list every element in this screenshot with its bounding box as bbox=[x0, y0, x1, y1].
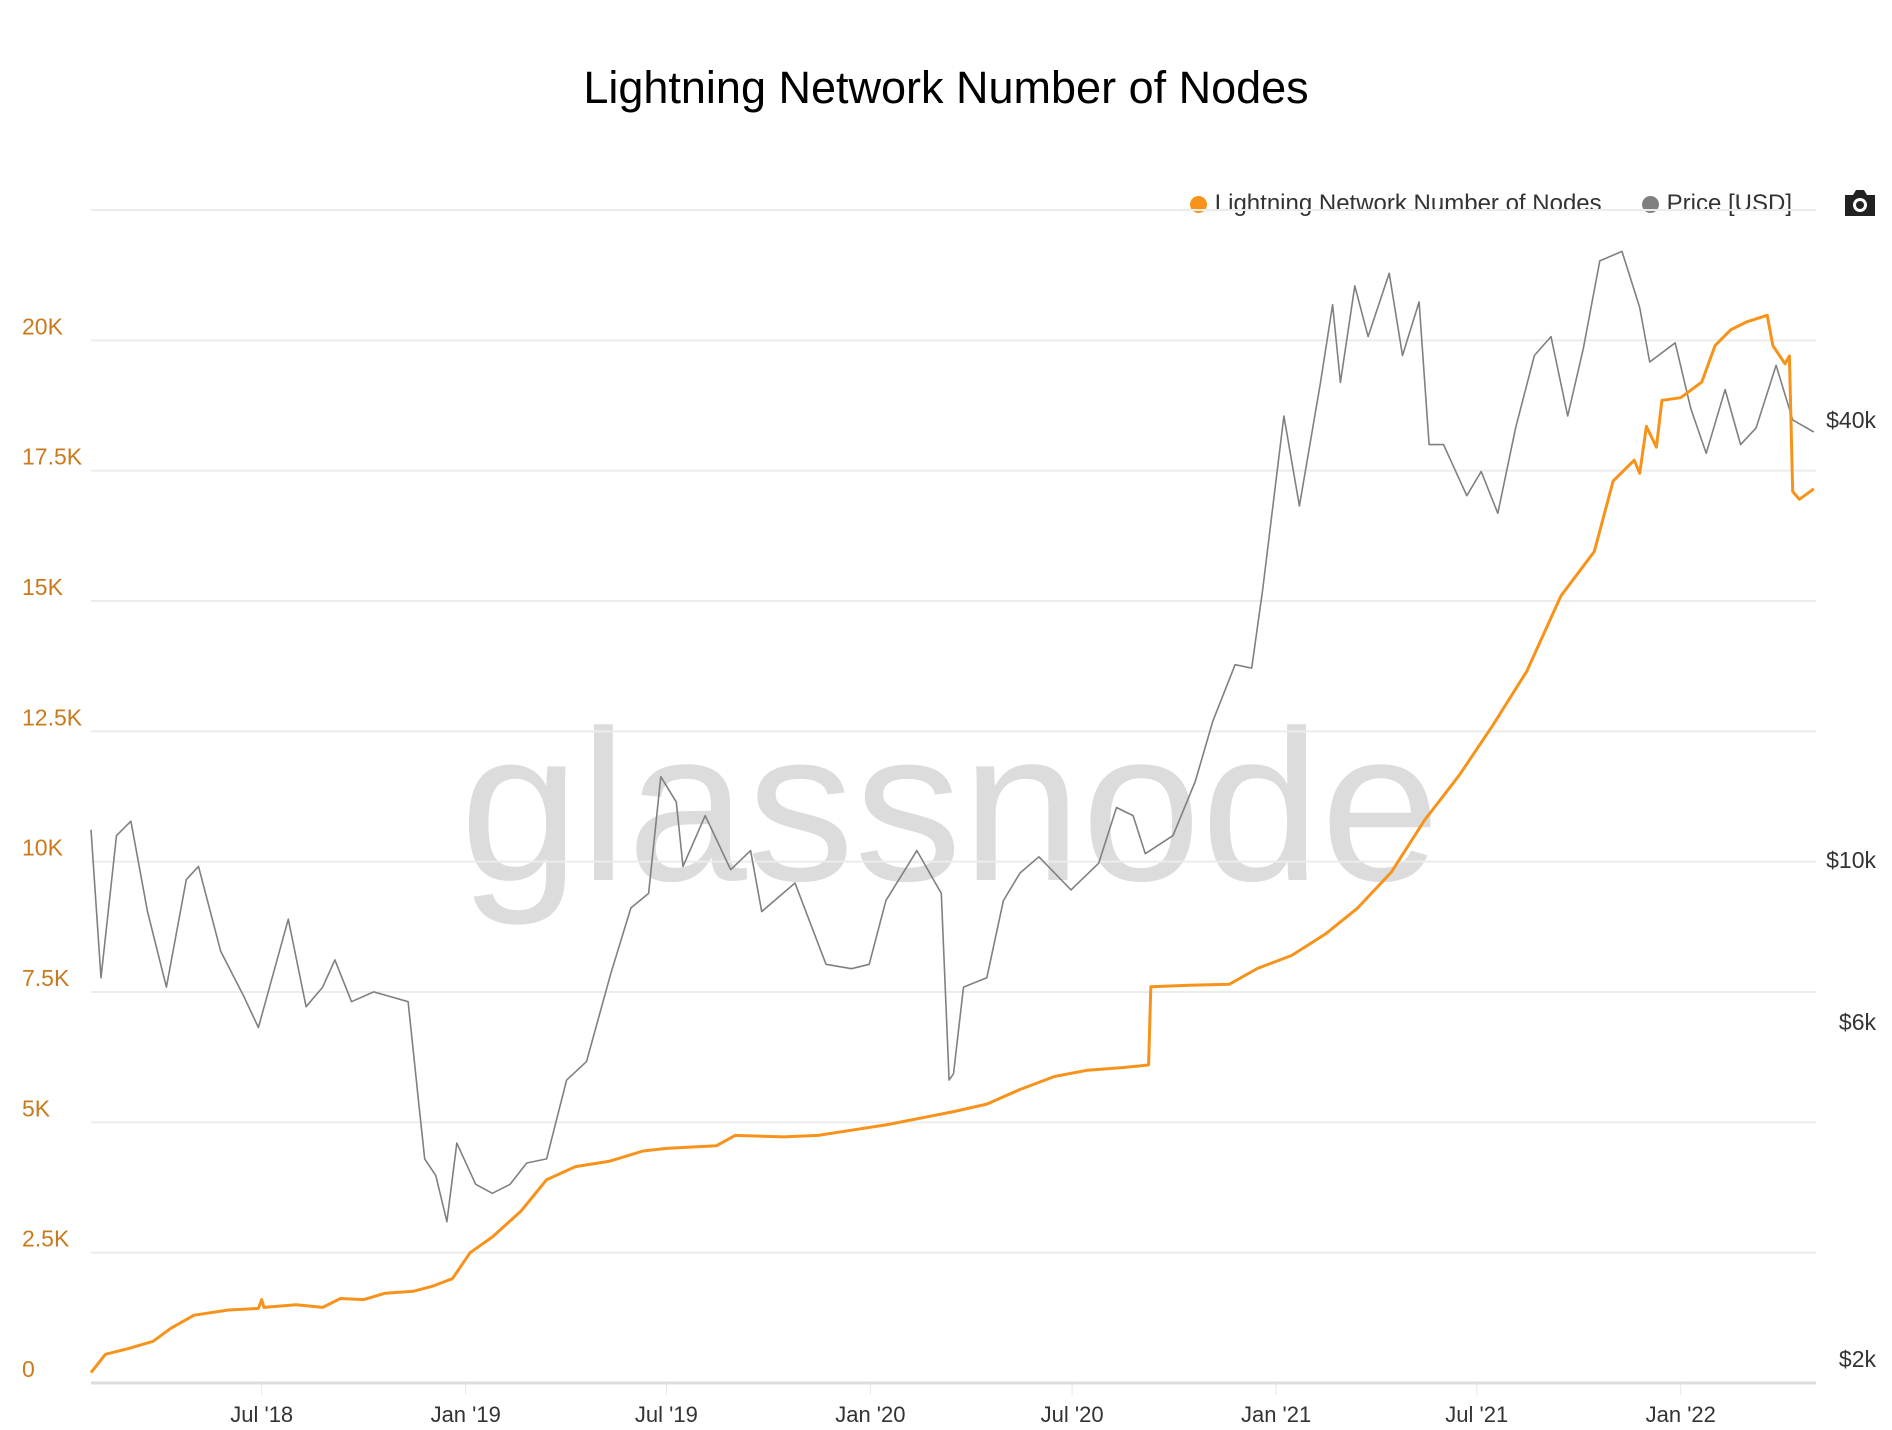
legend-marker-nodes bbox=[1189, 195, 1207, 213]
x-tick-label: Jan '20 bbox=[835, 1402, 905, 1427]
x-tick-label: Jul '19 bbox=[635, 1402, 698, 1427]
y-left-tick-label: 20K bbox=[22, 313, 64, 339]
y-left-tick-label: 15K bbox=[22, 574, 64, 600]
y-left-tick-label: 2.5K bbox=[22, 1226, 70, 1252]
x-tick-label: Jan '21 bbox=[1241, 1402, 1311, 1427]
y-left-tick-label: 17.5K bbox=[22, 444, 83, 470]
x-tick-label: Jul '21 bbox=[1445, 1402, 1508, 1427]
legend-label-nodes: Lightning Network Number of Nodes bbox=[1214, 190, 1602, 217]
y-right-tick-label: $2k bbox=[1839, 1346, 1877, 1372]
y-right-tick-label: $10k bbox=[1826, 847, 1876, 873]
series-line-price bbox=[90, 250, 1815, 1223]
legend-item-price[interactable]: Price [USD] bbox=[1641, 190, 1792, 218]
x-tick-label: Jan '22 bbox=[1646, 1402, 1716, 1427]
y-left-tick-label: 7.5K bbox=[22, 965, 70, 991]
legend: Lightning Network Number of Nodes Price … bbox=[1189, 190, 1792, 218]
x-tick-label: Jul '18 bbox=[230, 1402, 293, 1427]
x-tick-label: Jan '19 bbox=[431, 1402, 501, 1427]
y-right-tick-label: $40k bbox=[1826, 407, 1876, 433]
y-right-tick-label: $6k bbox=[1839, 1009, 1877, 1035]
y-left-tick-label: 5K bbox=[22, 1095, 51, 1121]
y-left-tick-label: 12.5K bbox=[22, 704, 83, 730]
y-left-tick-label: 10K bbox=[22, 835, 64, 861]
watermark: glassnode bbox=[460, 685, 1440, 926]
chart-title: Lightning Network Number of Nodes bbox=[583, 62, 1309, 113]
series-line-nodes bbox=[89, 313, 1815, 1374]
camera-icon[interactable] bbox=[1842, 188, 1878, 218]
legend-item-nodes[interactable]: Lightning Network Number of Nodes bbox=[1189, 190, 1602, 218]
x-tick-label: Jul '20 bbox=[1041, 1402, 1104, 1427]
y-left-tick-label: 0 bbox=[22, 1356, 35, 1382]
legend-label-price: Price [USD] bbox=[1666, 190, 1792, 217]
legend-marker-price bbox=[1641, 195, 1659, 213]
